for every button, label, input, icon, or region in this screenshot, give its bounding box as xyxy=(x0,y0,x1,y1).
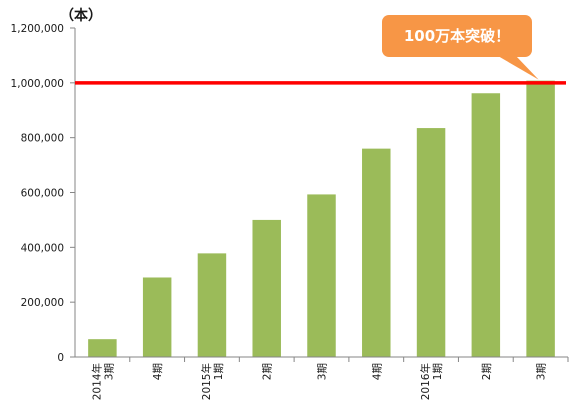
callout-box xyxy=(382,15,532,57)
callout-pointer xyxy=(498,56,539,80)
x-tick-label: 3期 xyxy=(103,363,115,380)
y-axis: 0 200,000 400,000 600,000 800,000 1,000,000 1,… xyxy=(11,7,102,364)
x-tick-label: 1期 xyxy=(432,363,444,380)
callout-text: 100万本突破！ xyxy=(404,27,510,45)
bar xyxy=(252,219,281,357)
x-tick-label: 2015年 xyxy=(200,363,213,400)
bar xyxy=(142,277,172,357)
bar xyxy=(471,93,501,358)
x-tick-label: 2期 xyxy=(481,363,493,380)
y-tick-label: 0 xyxy=(57,352,64,364)
x-tick-label: 4期 xyxy=(371,363,383,380)
bar xyxy=(88,339,117,357)
x-tick-label: 3期 xyxy=(317,363,329,380)
bar xyxy=(416,128,446,357)
bar xyxy=(197,253,227,357)
y-tick-label: 1,000,000 xyxy=(11,78,64,90)
x-tick-label: 1期 xyxy=(213,363,225,380)
bar xyxy=(307,194,336,357)
bar xyxy=(526,80,555,357)
x-tick-label: 4期 xyxy=(152,363,164,380)
callout-group: 100万本突破！ xyxy=(382,15,539,80)
x-tick-label: 3期 xyxy=(536,363,548,380)
callout: 100万本突破！ xyxy=(382,15,539,80)
bar xyxy=(362,148,391,357)
x-tick-label: 2014年 xyxy=(90,363,103,400)
y-tick-label: 600,000 xyxy=(21,188,64,200)
y-tick-label: 800,000 xyxy=(21,133,64,145)
bars xyxy=(88,80,555,358)
y-tick-label: 1,200,000 xyxy=(11,23,64,35)
x-tick-label: 2016年 xyxy=(419,363,432,400)
y-tick-label: 400,000 xyxy=(21,242,64,254)
x-tick-label: 2期 xyxy=(262,363,274,380)
x-axis: 2014年 3期 4期 2015年 1期 2期 3期 4期 2016年 1期 2期 3期 xyxy=(75,356,569,400)
y-unit-label: （本） xyxy=(60,7,102,24)
y-tick-label: 200,000 xyxy=(21,297,64,309)
